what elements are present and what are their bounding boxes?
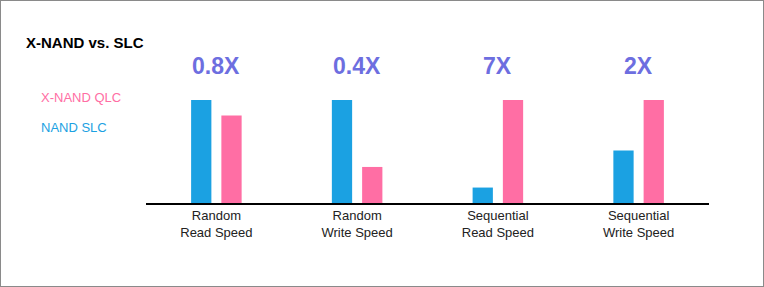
svg-text:X-NAND QLC: X-NAND QLC xyxy=(41,90,121,105)
svg-text:0.4X: 0.4X xyxy=(333,53,381,79)
svg-text:RandomRead Speed: RandomRead Speed xyxy=(180,208,252,240)
svg-text:0.8X: 0.8X xyxy=(192,53,240,79)
svg-text:RandomWrite Speed: RandomWrite Speed xyxy=(321,208,392,240)
svg-text:SequentialWrite Speed: SequentialWrite Speed xyxy=(603,208,674,240)
svg-text:7X: 7X xyxy=(483,53,512,79)
svg-text:X-NAND vs. SLC: X-NAND vs. SLC xyxy=(26,34,144,51)
svg-text:NAND SLC: NAND SLC xyxy=(41,120,107,135)
svg-text:SequentialRead Speed: SequentialRead Speed xyxy=(462,208,534,240)
svg-text:2X: 2X xyxy=(624,53,653,79)
